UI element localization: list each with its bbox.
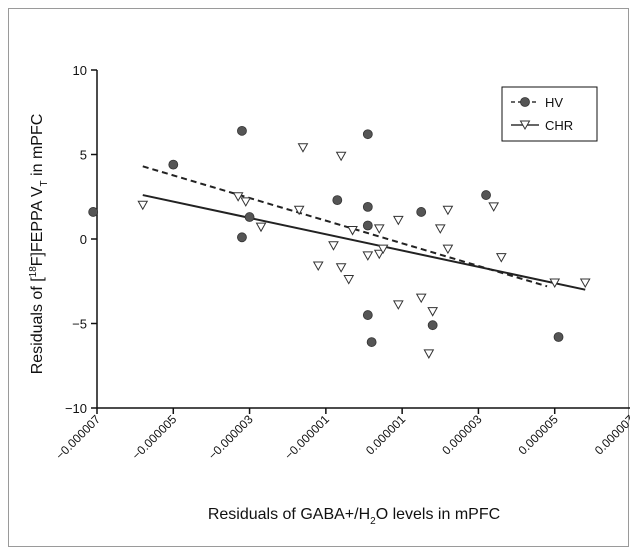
data-point-chr bbox=[255, 222, 267, 233]
fit-line-chr bbox=[142, 194, 586, 291]
x-tick-label: 0.000007 bbox=[592, 412, 630, 458]
data-point-chr bbox=[377, 244, 389, 255]
legend-entry-chr: CHR bbox=[511, 118, 573, 133]
data-point-chr bbox=[347, 226, 358, 236]
data-point-chr bbox=[392, 300, 404, 310]
data-point-chr bbox=[423, 349, 435, 359]
data-point-chr bbox=[297, 143, 309, 153]
legend: HV CHR bbox=[501, 86, 598, 142]
data-point-hv bbox=[244, 212, 255, 222]
data-point-hv bbox=[88, 207, 99, 217]
legend-chr-marker bbox=[519, 120, 531, 131]
figure-panel: −10 −5 0 5 10 −0.000007 −0.000005 −0.000003 −0.… bbox=[8, 8, 630, 547]
data-point-chr bbox=[240, 197, 252, 207]
x-tick-label: −0.000007 bbox=[53, 412, 103, 462]
legend-hv-label: HV bbox=[545, 95, 563, 110]
data-point-chr bbox=[362, 251, 374, 261]
data-point-hv bbox=[481, 190, 491, 200]
data-point-chr bbox=[442, 244, 454, 255]
legend-hv-marker bbox=[520, 97, 530, 107]
data-point-chr bbox=[232, 192, 244, 202]
x-axis-ticks: −0.000007 −0.000005 −0.000003 −0.000001 0.00… bbox=[53, 408, 630, 462]
data-point-hv bbox=[332, 195, 343, 206]
data-point-chr bbox=[137, 200, 149, 211]
x-tick-label: 0.000001 bbox=[363, 412, 409, 458]
data-point-chr bbox=[549, 278, 561, 288]
legend-entry-hv: HV bbox=[511, 95, 563, 110]
data-point-chr bbox=[335, 151, 347, 162]
data-point-hv bbox=[427, 320, 438, 331]
data-point-chr bbox=[442, 205, 454, 216]
x-tick-label: 0.000003 bbox=[439, 412, 485, 458]
data-point-hv bbox=[237, 125, 247, 136]
data-point-chr bbox=[495, 253, 507, 263]
data-point-chr bbox=[392, 215, 404, 226]
x-axis-label: Residuals of GABA+/H2O levels in mPFC bbox=[208, 506, 500, 527]
data-point-chr bbox=[373, 224, 385, 234]
data-point-hv bbox=[237, 232, 247, 243]
x-tick-label: −0.000005 bbox=[129, 412, 179, 462]
data-point-chr bbox=[343, 275, 355, 285]
legend-box bbox=[501, 86, 598, 142]
legend-chr-label: CHR bbox=[545, 118, 573, 133]
y-tick-label: −10 bbox=[65, 401, 87, 416]
data-point-chr bbox=[579, 278, 591, 288]
data-point-chr bbox=[328, 241, 339, 251]
data-point-chr bbox=[312, 261, 324, 272]
data-point-chr bbox=[427, 307, 439, 317]
data-point-hv bbox=[168, 159, 179, 170]
data-point-chr bbox=[415, 293, 427, 304]
y-axis-label: Residuals of [18F]FEPPA VT in mPFC bbox=[28, 114, 50, 375]
y-axis-ticks: −10 −5 0 5 10 bbox=[65, 63, 97, 416]
data-point-chr bbox=[434, 224, 446, 234]
data-point-hv bbox=[362, 129, 373, 140]
data-point-chr bbox=[293, 205, 305, 216]
data-point-hv bbox=[416, 207, 427, 217]
x-tick-label: −0.000003 bbox=[205, 412, 255, 462]
data-point-chr bbox=[335, 263, 347, 273]
data-point-hv bbox=[362, 220, 373, 231]
regression-lines bbox=[142, 165, 586, 291]
y-tick-label: 0 bbox=[80, 232, 87, 247]
x-tick-label: −0.000001 bbox=[282, 412, 332, 462]
y-tick-label: 10 bbox=[73, 63, 87, 78]
data-point-chr bbox=[373, 249, 385, 260]
data-point-hv bbox=[366, 337, 377, 347]
y-tick-label: −5 bbox=[72, 317, 87, 332]
data-point-hv bbox=[362, 310, 373, 320]
x-tick-label: 0.000005 bbox=[516, 412, 562, 458]
data-point-hv bbox=[553, 332, 564, 342]
data-points bbox=[88, 125, 591, 359]
y-tick-label: 5 bbox=[80, 148, 87, 163]
data-point-hv bbox=[362, 201, 373, 212]
data-point-chr bbox=[488, 202, 500, 212]
